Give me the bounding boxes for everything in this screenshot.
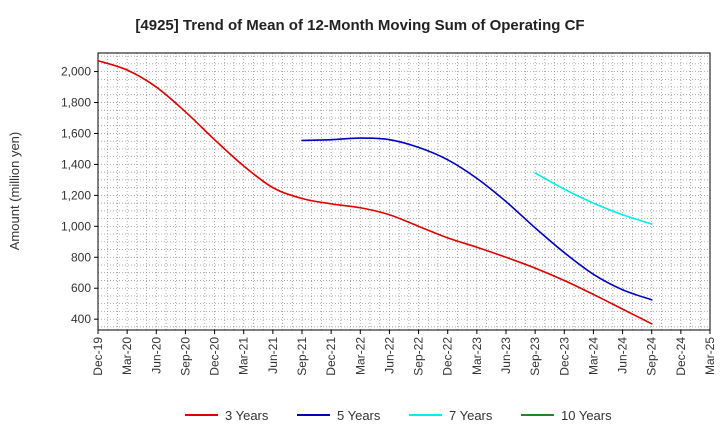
series-line-7-years	[534, 172, 653, 225]
y-tick-label: 1,200	[61, 188, 91, 202]
x-tick-label: Sep-23	[528, 337, 542, 376]
y-axis-label: Amount (million yen)	[7, 132, 22, 251]
x-tick-label: Jun-22	[382, 337, 396, 374]
y-tick-label: 1,400	[61, 157, 91, 171]
x-tick-label: Jun-23	[499, 337, 513, 374]
x-tick-label: Dec-24	[674, 337, 688, 376]
x-tick-label: Jun-21	[266, 337, 280, 374]
x-tick-label: Dec-22	[441, 337, 455, 376]
x-tick-label: Mar-24	[586, 337, 600, 375]
legend-label-5-years: 5 Years	[337, 408, 381, 423]
x-tick-label: Dec-19	[91, 337, 105, 376]
legend-label-10-years: 10 Years	[561, 408, 612, 423]
legend-label-7-years: 7 Years	[449, 408, 493, 423]
chart-title: [4925] Trend of Mean of 12-Month Moving …	[135, 17, 584, 34]
x-tick-label: Dec-21	[324, 337, 338, 376]
legend: 3 Years 5 Years 7 Years 10 Years	[185, 408, 612, 423]
x-tick-label: Sep-21	[295, 337, 309, 376]
x-tick-label: Jun-24	[616, 337, 630, 374]
y-tick-label: 1,600	[61, 126, 91, 140]
x-ticks: Dec-19 Mar-20 Jun-20 Sep-20 Dec-20 Mar-21 Jun-…	[91, 330, 717, 376]
y-tick-label: 800	[71, 250, 91, 264]
series-layer	[97, 59, 653, 325]
x-tick-label: Jun-20	[149, 337, 163, 374]
series-line-5-years	[301, 137, 653, 301]
legend-label-3-years: 3 Years	[225, 408, 269, 423]
x-tick-label: Dec-20	[208, 337, 222, 376]
x-tick-label: Mar-22	[353, 337, 367, 375]
x-tick-label: Sep-24	[645, 337, 659, 376]
y-tick-label: 400	[71, 312, 91, 326]
x-tick-label: Sep-20	[178, 337, 192, 376]
y-tick-label: 1,800	[61, 96, 91, 110]
series-line-3-years	[97, 59, 653, 325]
y-tick-label: 600	[71, 281, 91, 295]
x-tick-label: Mar-20	[120, 337, 134, 375]
y-tick-label: 2,000	[61, 65, 91, 79]
x-tick-label: Sep-22	[412, 337, 426, 376]
plot-frame	[97, 52, 711, 331]
x-tick-label: Mar-21	[237, 337, 251, 375]
x-tick-label: Dec-23	[557, 337, 571, 376]
x-tick-label: Mar-23	[470, 337, 484, 375]
y-tick-label: 1,000	[61, 219, 91, 233]
x-tick-label: Mar-25	[703, 337, 717, 375]
y-ticks: 400 600 800 1,000 1,200 1,400 1,600 1,800 2,000	[61, 65, 98, 326]
